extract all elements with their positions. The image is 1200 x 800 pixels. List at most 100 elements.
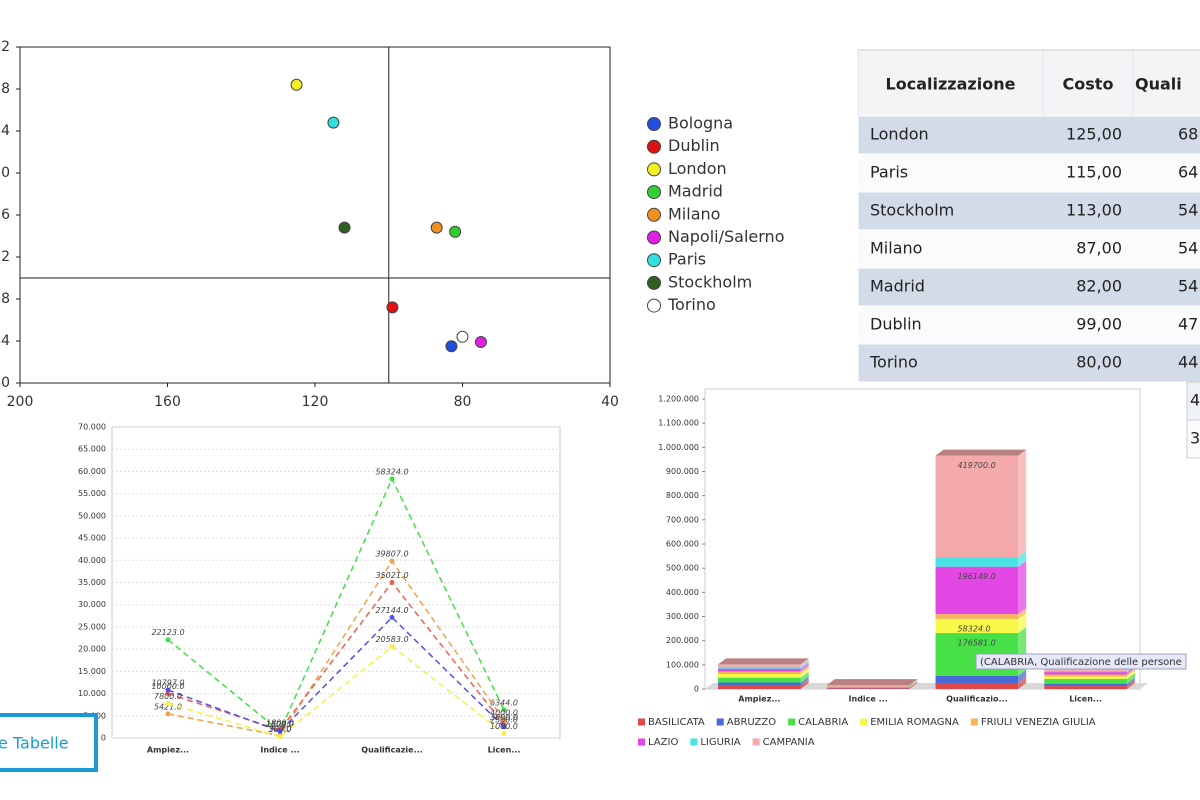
value-label: 22123.0 [151, 628, 184, 637]
bar-segment [935, 566, 1019, 615]
table-cell: 87,00 [1076, 239, 1122, 258]
point [327, 116, 340, 129]
table-cell: Madrid [870, 277, 925, 296]
value-label: 7800.0 [154, 692, 182, 701]
point [389, 558, 395, 564]
table-cell: 3 [1190, 429, 1200, 448]
y-tick-label: 45.000 [78, 534, 106, 543]
value-label: 3000.0 [490, 713, 518, 722]
bar-side [800, 660, 809, 669]
x-tick-label: 40 [601, 394, 619, 410]
value-label: 6344.0 [490, 698, 518, 707]
point [165, 711, 171, 717]
point [290, 78, 303, 91]
tables-button[interactable] [0, 713, 98, 772]
y-tick-label: 800.000 [666, 491, 699, 500]
bar-side [1018, 608, 1027, 619]
table-row-bg [857, 153, 1200, 193]
y-tick-label: 15.000 [78, 667, 106, 676]
legend-label: CALABRIA [798, 717, 848, 728]
table-cell: 47 [1178, 315, 1198, 334]
bar-side [909, 682, 918, 689]
table-header: Localizzazione [886, 75, 1016, 94]
point [501, 724, 507, 730]
point [165, 687, 171, 693]
table-cell: 44 [1178, 353, 1198, 372]
table-cell: 82,00 [1076, 277, 1122, 296]
bar-side [909, 681, 918, 689]
value-label: 1500.0 [266, 720, 294, 729]
bar-side [1018, 612, 1027, 634]
legend-label: EMILIA ROMAGNA [870, 717, 959, 728]
y-tick-label: 72 [0, 39, 10, 55]
table-header: Quali [1135, 75, 1182, 94]
bar-segment [718, 677, 801, 683]
bar-side [909, 681, 918, 688]
point [389, 614, 395, 620]
y-tick-label: 10.000 [78, 689, 106, 698]
legend-label: LIGURIA [700, 737, 740, 748]
bar-side [800, 676, 809, 686]
bar-segment [1044, 683, 1127, 687]
legend-swatch [752, 738, 760, 746]
legend-swatch [647, 230, 661, 245]
value-label: 2500.0 [490, 715, 518, 724]
y-tick-label: 1.000.000 [658, 443, 699, 452]
bar-segment [826, 688, 910, 689]
bar-side [800, 665, 809, 675]
y-tick-label: 56 [0, 207, 10, 223]
tables-button-label[interactable]: e Tabelle [0, 734, 69, 753]
y-tick-label: 1.100.000 [658, 419, 699, 428]
table-cell: Paris [870, 163, 908, 182]
table-cell: 64 [1178, 163, 1198, 182]
y-tick-label: 55.000 [78, 489, 106, 498]
bar-side [909, 679, 918, 687]
value-label: 39807.0 [375, 550, 408, 559]
point [449, 225, 462, 238]
table-header: Costo [1063, 75, 1114, 94]
legend-label: CAMPANIA [763, 737, 815, 748]
y-tick-label: 30.000 [78, 600, 106, 609]
table-cell: 113,00 [1066, 201, 1122, 220]
bar-side [1126, 677, 1135, 687]
bar-top [826, 679, 918, 686]
bar-side [800, 679, 809, 689]
legend-swatch [716, 718, 724, 726]
legend-swatch [647, 275, 661, 290]
point [445, 340, 458, 353]
y-tick-label: 25.000 [78, 622, 106, 631]
legend-swatch [788, 718, 796, 726]
bar-segment [1044, 670, 1127, 673]
y-tick-label: 300.000 [666, 612, 699, 621]
bar-side [1126, 680, 1135, 689]
point [338, 221, 351, 234]
bar-top [935, 449, 1027, 456]
bar-side [1018, 551, 1027, 567]
table-row-bg [857, 115, 1200, 155]
point [389, 579, 395, 585]
bar-side [909, 680, 918, 687]
legend-swatch [638, 738, 645, 746]
value-label: 58324.0 [375, 467, 408, 476]
table-cell: Milano [870, 239, 922, 258]
table-cell: 125,00 [1066, 125, 1122, 144]
point [501, 717, 507, 723]
y-tick-label: 400.000 [666, 588, 699, 597]
bar-side [1018, 676, 1027, 689]
legend-swatch [647, 253, 661, 268]
y-tick-label: 900.000 [666, 467, 699, 476]
legend-label: BASILICATA [648, 717, 705, 728]
x-tick-label: Qualificazie... [361, 746, 422, 755]
bar-side [1018, 560, 1027, 615]
legend-label: Stockholm [668, 272, 752, 291]
legend-label: Dublin [668, 136, 720, 155]
table-cell: 4 [1190, 391, 1200, 410]
legend-label: Bologna [668, 114, 733, 133]
x-tick-label: Licen... [1069, 695, 1102, 704]
legend-label: Paris [668, 250, 706, 269]
bar-side [800, 658, 809, 667]
table-extra-bg [1186, 419, 1200, 459]
y-tick-label: 35.000 [78, 578, 106, 587]
y-tick-label: 20.000 [78, 645, 106, 654]
